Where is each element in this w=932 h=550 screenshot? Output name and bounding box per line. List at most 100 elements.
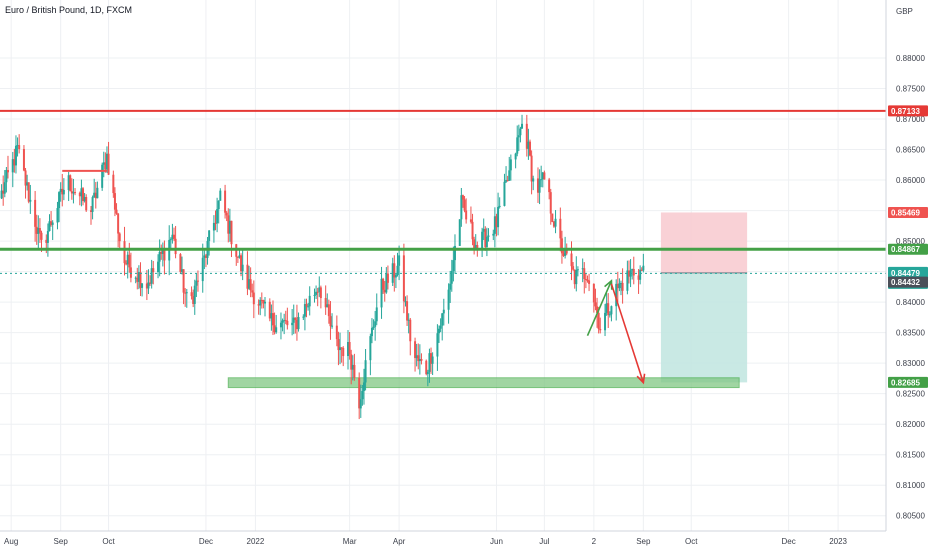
time-tick-label: Jun (490, 537, 503, 546)
candle-body (160, 251, 163, 254)
candle-body (74, 192, 77, 194)
candle-body (342, 348, 345, 357)
candle-body (38, 228, 41, 233)
prev-price-tag-bg (888, 276, 928, 288)
candle-body (324, 298, 327, 308)
prev-price-tag: 0.84432 (891, 278, 920, 287)
candle-body (18, 145, 21, 150)
time-tick-label: Jul (539, 537, 549, 546)
price-tick-label: 0.82000 (896, 420, 925, 429)
down-arrow-head (636, 373, 646, 385)
candle-body (240, 255, 243, 272)
candle-body (62, 189, 65, 195)
stop-loss-zone[interactable] (660, 212, 748, 273)
candle-body (104, 162, 107, 170)
candle-body (608, 314, 611, 316)
stop-price-tag: 0.85469 (891, 208, 920, 217)
candle-body (621, 282, 624, 291)
candle-body (536, 178, 539, 193)
candle-body (145, 283, 148, 289)
candle-body (118, 233, 121, 242)
candle-body (141, 283, 144, 288)
candle-body (190, 292, 193, 297)
candle-body (214, 222, 217, 224)
candle-body (303, 304, 306, 317)
candle-body (398, 255, 401, 266)
candle-body (436, 333, 439, 357)
candle-body (417, 355, 420, 362)
candle-body (348, 341, 351, 355)
up-arrow[interactable] (586, 280, 613, 337)
candle-body (396, 265, 399, 275)
candle-body (559, 218, 562, 239)
candle-body (627, 270, 630, 277)
candle-body (0, 190, 3, 199)
trend-arrows (586, 279, 646, 385)
candle-body (302, 316, 305, 318)
candle-body (525, 123, 528, 149)
candle-body (45, 239, 48, 243)
candle-body (509, 159, 512, 171)
candle-body (492, 233, 495, 236)
down-arrow[interactable] (610, 283, 645, 383)
candle-body (129, 267, 132, 278)
time-axis[interactable]: Aug Sep Oct Dec 2022 Mar Apr Jun Jul 2 Sep Oct Dec 20… (4, 537, 847, 546)
candle-body (115, 209, 118, 214)
stop-price-tag-bg (888, 206, 928, 218)
candle-body (337, 339, 340, 351)
candle-body (34, 199, 37, 227)
candle-body (508, 170, 511, 181)
candle-body (391, 263, 394, 283)
candle-body (599, 329, 602, 331)
candle-body (50, 221, 53, 225)
candle-body (473, 239, 476, 249)
target-price-tag-bg (888, 376, 928, 388)
candle-body (592, 283, 595, 303)
candle-body (484, 228, 487, 248)
time-tick-label: Oct (102, 537, 115, 546)
resistance-price-tag: 0.87133 (891, 107, 920, 116)
candle-body (305, 304, 308, 307)
time-tick-label: Dec (199, 537, 213, 546)
candle-body (581, 268, 584, 270)
candle-body (297, 317, 300, 330)
candle-body (72, 192, 75, 194)
candle-body (14, 145, 17, 166)
candle-body (350, 354, 353, 370)
price-tick-label: 0.82500 (896, 390, 925, 399)
candle-body (249, 279, 252, 291)
candle-body (460, 195, 463, 220)
price-tick-label: 0.81000 (896, 481, 925, 490)
candle-body (150, 268, 153, 284)
candle-body (538, 179, 541, 193)
candle-body (339, 347, 342, 351)
candle-body (619, 282, 622, 284)
candle-body (353, 364, 356, 378)
candle-body (85, 197, 88, 211)
support-zone[interactable] (227, 377, 740, 389)
candle-body (40, 232, 43, 240)
take-profit-zone[interactable] (660, 272, 748, 383)
candle-body (196, 280, 199, 282)
candle-body (126, 254, 129, 265)
candle-body (540, 179, 543, 181)
time-tick-label: 2022 (247, 537, 265, 546)
candle-body (105, 153, 108, 170)
level-price-tag: 0.84867 (891, 245, 920, 254)
candle-body (174, 238, 177, 255)
candle-body (123, 241, 126, 264)
candle-body (331, 325, 334, 327)
candle-body (428, 353, 431, 372)
candle-body (22, 149, 25, 171)
candle-body (498, 205, 501, 207)
candle-body (173, 234, 176, 239)
candle-body (425, 360, 428, 375)
candle-body (26, 182, 29, 186)
candle-body (259, 299, 262, 306)
candle-body (447, 289, 450, 310)
candle-body (471, 221, 474, 240)
candle-body (615, 283, 618, 307)
candle-body (238, 255, 241, 258)
price-tick-label: 0.84000 (896, 298, 925, 307)
